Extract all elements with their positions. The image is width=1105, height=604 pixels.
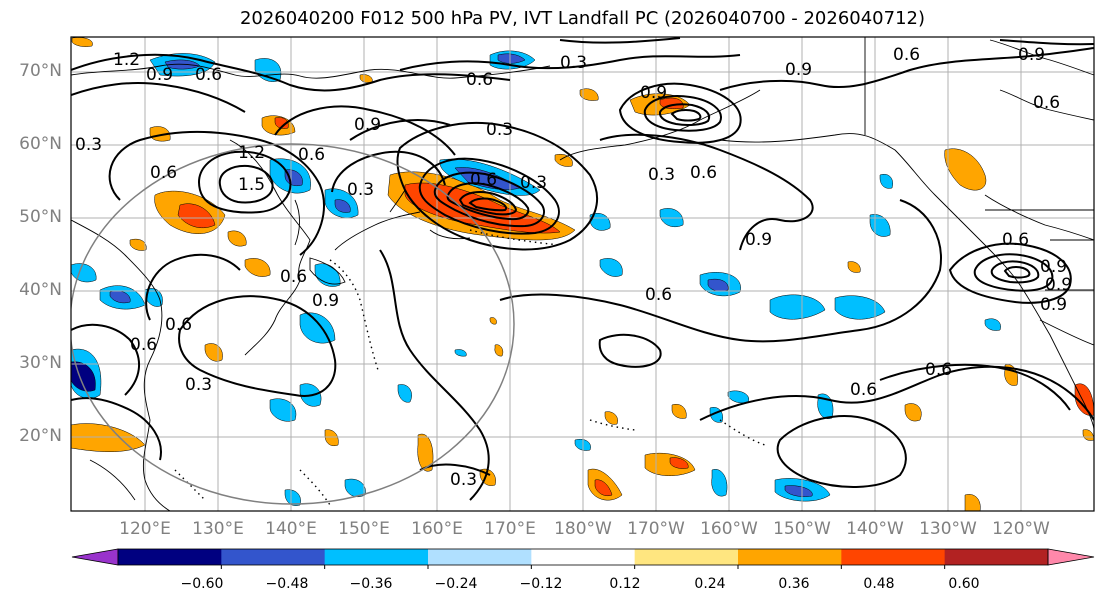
contour-label: 0.9 xyxy=(1040,295,1067,315)
lon-label-180w: 180°W xyxy=(554,519,612,539)
contour-label-group: 1.2 0.9 0.6 0.3 0.6 0.9 0.6 0.9 0.6 1.2 … xyxy=(75,45,1072,490)
colorbar-tick-label: −0.12 xyxy=(519,576,563,592)
colorbar-tick-label: 0.60 xyxy=(948,576,980,592)
map-title: 2026040200 F012 500 hPa PV, IVT Landfall… xyxy=(239,8,926,29)
colorbar-cell xyxy=(738,549,842,565)
lon-label-150e: 150°E xyxy=(338,519,390,539)
lon-label-170e: 170°E xyxy=(484,519,536,539)
contour-label: 0.6 xyxy=(150,163,177,183)
contour-label: 0.6 xyxy=(130,335,157,355)
contour-label: 0.6 xyxy=(466,70,493,90)
colorbar-tick-label: 0.12 xyxy=(609,576,641,592)
contour-label: 0.3 xyxy=(520,173,547,193)
contour-label: 0.9 xyxy=(312,291,339,311)
lon-label-140e: 140°E xyxy=(265,519,317,539)
contour-label: 0.6 xyxy=(165,315,192,335)
colorbar-tick-label: 0.36 xyxy=(778,576,810,592)
colorbar-tick-label: 0.24 xyxy=(694,576,726,592)
contour-label: 0.6 xyxy=(850,380,877,400)
lon-label-150w: 150°W xyxy=(773,519,831,539)
colorbar-tick-label: 0.48 xyxy=(863,576,895,592)
colorbar-cell xyxy=(324,549,429,565)
contour-label: 0.6 xyxy=(470,170,497,190)
contour-label: 0.9 xyxy=(785,60,812,80)
lon-label-120w: 120°W xyxy=(992,519,1050,539)
contour-label: 0.9 xyxy=(354,115,381,135)
contour-label: 0.6 xyxy=(1033,93,1060,113)
lon-label-170w: 170°W xyxy=(627,519,685,539)
region-circle xyxy=(71,143,515,505)
contour-label: 0.6 xyxy=(298,145,325,165)
colorbar-cell xyxy=(634,549,739,565)
contour-label: 0.9 xyxy=(1045,275,1072,295)
contour-label: 0.6 xyxy=(645,285,672,305)
contour-label: 0.3 xyxy=(185,375,212,395)
contour-label: 0.6 xyxy=(925,360,952,380)
lat-label-40n: 40°N xyxy=(19,280,62,300)
lon-label-160w: 160°W xyxy=(700,519,758,539)
lon-label-130w: 130°W xyxy=(919,519,977,539)
contour-label: 0.6 xyxy=(280,267,307,287)
contour-label: 0.9 xyxy=(640,83,667,103)
contour-label: 0.6 xyxy=(195,65,222,85)
lon-label-130e: 130°E xyxy=(192,519,244,539)
colorbar-cell xyxy=(118,549,222,565)
colorbar-extend-min xyxy=(71,548,119,566)
colorbar-cell xyxy=(221,549,326,565)
colorbar-tick-label: −0.24 xyxy=(434,576,478,592)
lon-label-140w: 140°W xyxy=(846,519,904,539)
lat-label-30n: 30°N xyxy=(19,353,62,373)
coastlines xyxy=(71,37,1094,511)
colorbar-tickmarks xyxy=(220,565,946,569)
contour-label: 1.5 xyxy=(238,175,265,195)
contour-label: 0.9 xyxy=(745,230,772,250)
contour-label: 0.9 xyxy=(146,65,173,85)
lat-label-70n: 70°N xyxy=(19,61,62,81)
contour-label: 0.6 xyxy=(690,163,717,183)
pv-contours xyxy=(71,37,1094,501)
lon-label-160e: 160°E xyxy=(411,519,463,539)
contour-label: 0.6 xyxy=(893,45,920,65)
contour-label: 0.9 xyxy=(1040,257,1067,277)
lat-label-50n: 50°N xyxy=(19,207,62,227)
colorbar-extend-max xyxy=(1047,548,1095,566)
colorbar-tick-label: −0.48 xyxy=(265,576,309,592)
colorbar-cell xyxy=(531,549,636,565)
contour-label: 0.3 xyxy=(560,53,587,73)
colorbar-frame xyxy=(117,548,1049,566)
contour-label: 0.3 xyxy=(347,180,374,200)
colorbar-tick-label: −0.36 xyxy=(349,576,393,592)
colorbar-cell xyxy=(841,549,946,565)
lon-label-120e: 120°E xyxy=(119,519,171,539)
graticule xyxy=(71,37,1094,511)
colorbar-cell xyxy=(944,549,1049,565)
contour-label: 1.2 xyxy=(238,143,265,163)
contour-label: 0.6 xyxy=(1002,230,1029,250)
lat-label-60n: 60°N xyxy=(19,134,62,154)
island-chains xyxy=(174,229,766,506)
colorbar-tick-label: −0.60 xyxy=(180,576,224,592)
contour-label: 0.3 xyxy=(486,120,513,140)
contour-label: 0.3 xyxy=(450,470,477,490)
contour-label: 0.3 xyxy=(75,135,102,155)
colorbar-cells xyxy=(71,548,1095,566)
map-frame xyxy=(70,36,1095,512)
contour-label: 0.3 xyxy=(648,165,675,185)
contour-label: 0.9 xyxy=(1018,45,1045,65)
colorbar-cell xyxy=(428,549,532,565)
contour-label: 1.2 xyxy=(113,50,140,70)
lat-label-20n: 20°N xyxy=(19,426,62,446)
